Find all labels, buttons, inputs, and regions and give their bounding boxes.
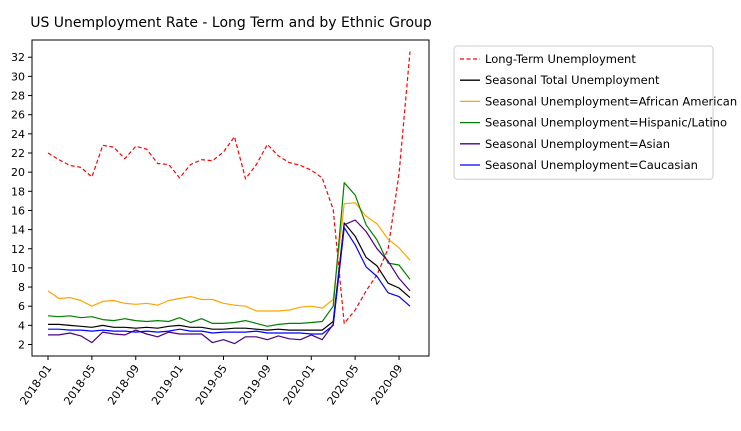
legend-frame <box>453 45 714 180</box>
y-tick-label: 18 <box>11 185 25 198</box>
series-lines <box>47 51 411 345</box>
chart-title: US Unemployment Rate - Long Term and by … <box>30 15 432 31</box>
plot-frame <box>31 39 430 357</box>
x-tick-label: 2018-09 <box>105 362 142 407</box>
y-tick-label: 2 <box>18 339 25 352</box>
legend-label: Seasonal Total Unemployment <box>485 73 660 87</box>
series-line-5 <box>48 227 411 335</box>
y-tick-label: 12 <box>11 243 25 256</box>
legend: Long-Term Unemployment Seasonal Total Une… <box>453 45 737 180</box>
y-tick-label: 4 <box>18 319 25 332</box>
legend-label: Seasonal Unemployment=Caucasian <box>485 158 698 172</box>
x-tick-label: 2019-09 <box>237 362 274 407</box>
legend-label: Seasonal Unemployment=Hispanic/Latino <box>485 116 727 130</box>
series-line-1 <box>48 222 411 331</box>
x-tick-label: 2018-01 <box>17 362 54 407</box>
series-line-2 <box>47 202 411 312</box>
y-tick-label: 24 <box>11 128 25 141</box>
x-tick-label: 2019-01 <box>149 362 186 407</box>
y-tick-label: 30 <box>11 70 25 83</box>
y-tick-label: 20 <box>11 166 25 179</box>
series-line-3 <box>47 182 411 327</box>
y-tick-label: 32 <box>11 51 25 64</box>
y-tick-label: 28 <box>11 90 25 103</box>
legend-label: Seasonal Unemployment=African American <box>485 94 737 108</box>
y-tick-label: 6 <box>18 300 25 313</box>
x-tick-label: 2019-05 <box>193 362 230 407</box>
y-tick-label: 26 <box>11 109 25 122</box>
x-tick-label: 2020-05 <box>325 362 362 407</box>
x-tick-label: 2020-09 <box>368 362 405 407</box>
series-line-0 <box>47 51 411 324</box>
series-line-4 <box>48 219 411 345</box>
y-tick-label: 10 <box>11 262 25 275</box>
y-tick-label: 22 <box>11 147 25 160</box>
y-tick-label: 16 <box>11 204 25 217</box>
y-tick-label: 14 <box>11 224 25 237</box>
x-tick-label: 2018-05 <box>61 362 98 407</box>
x-tick-label: 2020-01 <box>281 362 318 407</box>
legend-label: Long-Term Unemployment <box>485 52 636 66</box>
plot-area <box>31 39 430 357</box>
y-tick-label: 8 <box>18 281 25 294</box>
x-axis: 2018-01 2018-05 2018-09 2019-01 2019-05 2019-… <box>17 356 405 407</box>
legend-label: Seasonal Unemployment=Asian <box>485 137 670 151</box>
